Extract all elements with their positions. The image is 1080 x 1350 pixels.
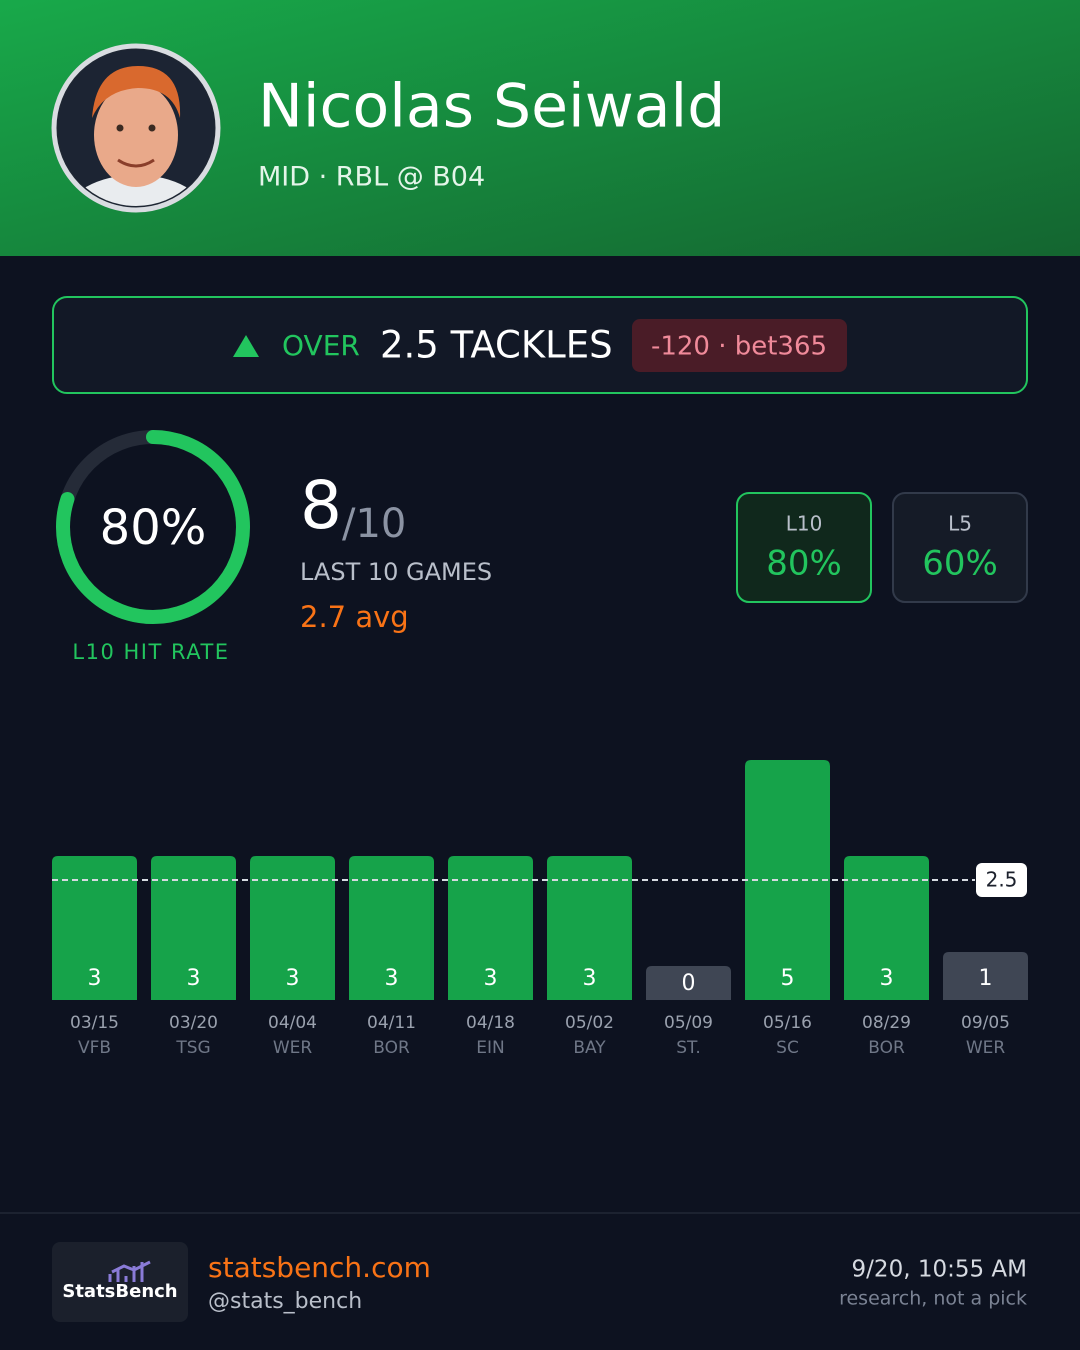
team-label: BAY — [573, 1038, 606, 1058]
split-name: L5 — [948, 512, 972, 536]
x-tick-label: 05/09 — [664, 1013, 713, 1033]
team-label: WER — [273, 1038, 313, 1058]
record-hits: 8 — [300, 467, 342, 544]
x-tick-label: 04/18 — [466, 1013, 515, 1033]
bar — [646, 966, 731, 1000]
logo-icon — [108, 1260, 151, 1282]
bar-value-label: 3 — [88, 966, 102, 991]
prop-odds: -120 · bet365 — [651, 332, 827, 362]
footer-site: statsbench.com — [208, 1251, 431, 1284]
record-games: /10 — [342, 501, 406, 547]
threshold-badge — [976, 863, 1027, 897]
bar-value-label: 3 — [286, 966, 300, 991]
team-label: BOR — [373, 1038, 410, 1058]
prop-direction: OVER — [282, 329, 360, 362]
bar — [52, 856, 137, 1000]
avatar — [51, 43, 221, 213]
split-box — [736, 492, 872, 603]
x-tick-label: 04/04 — [268, 1013, 317, 1033]
splits: L10 80% L5 60% — [736, 492, 1028, 603]
bar-value-label: 3 — [880, 966, 894, 991]
bar-value-label: 0 — [682, 971, 696, 996]
bar-value-label: 3 — [484, 966, 498, 991]
split-value: 60% — [922, 544, 998, 584]
x-tick-label: 09/05 — [961, 1013, 1010, 1033]
bar-chart: 3 03/15 VFB 3 03/20 TSG 3 04/04 WER 3 04/11 BOR 3 04/… — [52, 760, 1028, 1058]
hit-rate-value: 80% — [100, 500, 207, 556]
bar-value-label: 5 — [781, 966, 795, 991]
bar — [844, 856, 929, 1000]
footer-timestamp: 9/20, 10:55 AM — [852, 1257, 1027, 1283]
bar — [448, 856, 533, 1000]
split-box — [892, 492, 1028, 603]
team-label: VFB — [78, 1038, 111, 1058]
x-tick-label: 03/20 — [169, 1013, 218, 1033]
x-tick-label: 05/02 — [565, 1013, 614, 1033]
bar — [349, 856, 434, 1000]
hit-ring-arc — [56, 430, 250, 624]
x-tick-label: 03/15 — [70, 1013, 119, 1033]
team-label: SC — [776, 1038, 799, 1058]
bar-value-label: 3 — [187, 966, 201, 991]
threshold-label: 2.5 — [986, 868, 1018, 892]
bar — [250, 856, 335, 1000]
team-label: ST. — [676, 1038, 701, 1058]
split-name: L10 — [786, 512, 823, 536]
prop-market: 2.5 TACKLES — [380, 324, 613, 367]
team-label: TSG — [175, 1038, 210, 1058]
player-name: Nicolas Seiwald — [258, 72, 725, 142]
bar-value-label: 3 — [583, 966, 597, 991]
split-value: 80% — [766, 544, 842, 584]
x-tick-label: 08/29 — [862, 1013, 911, 1033]
x-tick-label: 04/11 — [367, 1013, 416, 1033]
footer-handle: @stats_bench — [208, 1289, 362, 1314]
record-caption: LAST 10 GAMES — [300, 558, 492, 586]
bar — [943, 952, 1028, 1000]
player-subtitle: MID · RBL @ B04 — [258, 162, 485, 193]
footer-disclaimer: research, not a pick — [839, 1288, 1027, 1310]
team-label: EIN — [476, 1038, 504, 1058]
bar — [547, 856, 632, 1000]
logo-box — [52, 1242, 188, 1322]
odds-pill — [632, 319, 847, 372]
x-tick-label: 05/16 — [763, 1013, 812, 1033]
over-arrow — [233, 335, 259, 357]
team-label: BOR — [868, 1038, 905, 1058]
team-label: WER — [966, 1038, 1006, 1058]
bar-value-label: 3 — [385, 966, 399, 991]
hit-rate-caption: L10 HIT RATE — [72, 640, 229, 664]
record-average: 2.7 avg — [300, 600, 409, 634]
bar-value-label: 1 — [979, 966, 993, 991]
logo-text: StatsBench — [62, 1281, 177, 1302]
bar — [151, 856, 236, 1000]
